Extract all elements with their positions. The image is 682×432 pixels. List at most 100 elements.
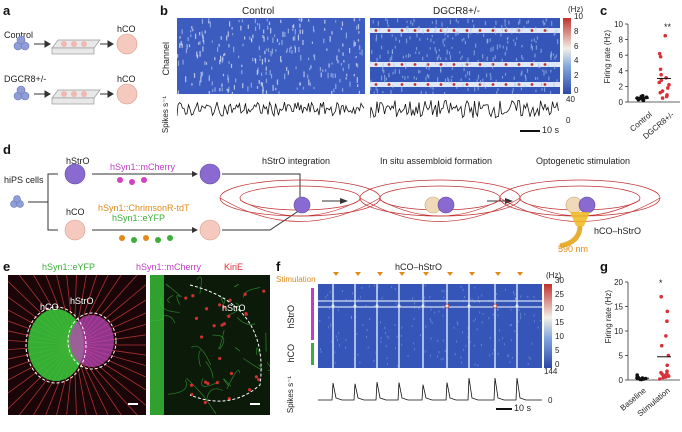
- axis-tick-label: 4: [619, 67, 624, 76]
- f-trace: [318, 377, 542, 401]
- axis-tick-label: 8: [619, 36, 624, 45]
- stim-marker: [377, 272, 383, 276]
- data-point: [660, 96, 665, 100]
- data-point: [667, 83, 671, 87]
- e-micrograph-right: [150, 275, 270, 415]
- f-ylabel-spikes: Spikes s⁻¹: [286, 376, 295, 414]
- colorbar-tick: 30: [555, 276, 564, 285]
- panel-a-diagram: [13, 33, 138, 105]
- colorbar-tick: 10: [555, 332, 564, 341]
- colorbar-tick: 15: [555, 318, 564, 327]
- data-point: [657, 51, 662, 56]
- panel-d-schematic: [10, 163, 661, 249]
- stim-marker: [495, 272, 501, 276]
- panel-a-label: a: [3, 3, 11, 18]
- b-trace-dgcr8: [370, 99, 559, 119]
- data-point: [660, 89, 665, 93]
- d-hstro-label: hStrO: [66, 156, 90, 166]
- colorbar-tick: 0: [555, 360, 560, 369]
- axis-tick-label: 15: [614, 303, 623, 312]
- b-ylabel-spikes: Spikes s⁻¹: [161, 96, 170, 134]
- c-ylabel: Firing rate (Hz): [603, 30, 612, 84]
- f-scalebar: [496, 408, 512, 410]
- panel-e-label: e: [3, 259, 11, 274]
- hips-label: hiPS cells: [4, 175, 44, 185]
- f-trace-tick-top: 144: [544, 367, 558, 376]
- data-point: [665, 363, 670, 368]
- b-dgcr8-title: DGCR8+/-: [433, 6, 480, 17]
- b-cb-unit: (Hz): [568, 5, 584, 14]
- panel-f-label: f: [276, 259, 281, 274]
- dgcr8-label: DGCR8+/-: [4, 74, 47, 84]
- control-label: Control: [4, 30, 34, 40]
- e-hstro-label: hStrO: [70, 296, 94, 306]
- axis-tick-label: 10: [614, 327, 623, 336]
- colorbar-tick: 8: [574, 26, 579, 36]
- data-point: [665, 86, 670, 90]
- cell-icon: [13, 35, 30, 101]
- data-point: [665, 371, 669, 376]
- e-legend-kirie: KiriE: [224, 262, 244, 272]
- axis-tick-label: 0: [619, 98, 624, 107]
- data-point: [657, 80, 662, 85]
- d-virus-mcherry: hSyn1::mCherry: [110, 162, 176, 172]
- b-trace-tick-top: 40: [566, 95, 575, 104]
- axis-tick-label: 20: [614, 278, 623, 287]
- f-scalebar-label: 10 s: [514, 403, 532, 413]
- f-stim-label: Stimulation: [276, 275, 316, 284]
- colorbar-tick: 6: [574, 41, 579, 51]
- axis-tick-label: 5: [619, 352, 624, 361]
- b-heatmap-dgcr8: [370, 18, 560, 94]
- f-hco-bar: [311, 343, 314, 365]
- e-legend-mcherry: hSyn1::mCherry: [136, 262, 202, 272]
- f-ylabel-hco: hCO: [286, 344, 296, 363]
- b-scalebar-label: 10 s: [542, 125, 560, 135]
- b-scalebar: [520, 130, 540, 132]
- stim-marker: [423, 272, 429, 276]
- stim-marker: [399, 272, 405, 276]
- data-point: [641, 97, 646, 102]
- hco-label-1: hCO: [117, 24, 136, 34]
- organoid-icon: [116, 33, 138, 105]
- e-micrograph-left: [8, 275, 146, 415]
- c-chart: 10 8 6 4 2 0: [614, 20, 680, 107]
- d-step1: hStrO integration: [262, 156, 331, 166]
- data-point: [659, 78, 664, 82]
- b-heatmap-control: [177, 18, 365, 94]
- f-cb-unit: (Hz): [546, 271, 562, 280]
- b-trace-control: [177, 100, 365, 118]
- data-point: [659, 370, 663, 375]
- colorbar-tick: 25: [555, 290, 564, 299]
- f-stim-markers: [322, 272, 542, 282]
- data-point: [657, 377, 662, 381]
- e-legend-eyfp: hSyn1::eYFP: [42, 262, 96, 272]
- d-hco-label: hCO: [66, 207, 85, 217]
- f-cb-ticks: 30 25 20 15 10 5 0: [555, 276, 571, 372]
- d-step2: In situ assembloid formation: [380, 156, 493, 166]
- e-hco-label: hCO: [40, 302, 59, 312]
- data-point: [664, 76, 668, 80]
- light-beam: [559, 212, 590, 249]
- f-colorbar: [544, 284, 552, 368]
- b-control-title: Control: [242, 6, 275, 17]
- data-point: [664, 334, 668, 338]
- f-heatmap: [318, 284, 542, 368]
- axis-tick-label: 6: [619, 51, 624, 60]
- stim-marker: [517, 272, 523, 276]
- data-point: [659, 343, 664, 348]
- data-point: [665, 319, 669, 323]
- hstro-organoid: [64, 163, 221, 185]
- colorbar-tick: 5: [555, 346, 560, 355]
- data-point: [664, 94, 669, 99]
- b-ylabel-channel: Channel: [161, 42, 171, 76]
- panel-b-label: b: [160, 3, 168, 18]
- axis-tick-label: 2: [619, 82, 624, 91]
- d-virus-eyfp: hSyn1::eYFP: [112, 213, 166, 223]
- colorbar-tick: 10: [574, 12, 583, 21]
- d-virus-chrimson: hSyn1::ChrimsonR-tdT: [98, 203, 190, 213]
- colorbar-tick: 20: [555, 304, 564, 313]
- stim-marker: [355, 272, 361, 276]
- b-trace-tick-bottom: 0: [566, 116, 571, 125]
- stim-marker: [469, 272, 475, 276]
- hco-label-2: hCO: [117, 74, 136, 84]
